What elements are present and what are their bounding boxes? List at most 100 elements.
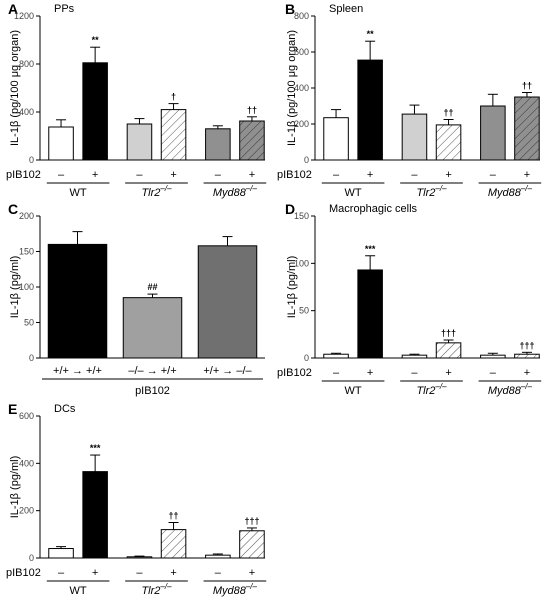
y-tick-label: 150 — [294, 211, 309, 221]
group-label: Myd88–/– — [213, 184, 258, 199]
bar — [48, 126, 74, 161]
y-tick-label: 400 — [19, 458, 34, 468]
bar — [323, 353, 349, 359]
row-label: pIB102 — [277, 169, 312, 181]
group-label: WT — [345, 385, 362, 397]
group-label-sup: –/– — [434, 382, 447, 391]
significance-label: ††† — [441, 328, 456, 338]
bar — [126, 556, 153, 559]
condition-label: – — [215, 169, 222, 181]
group-label: Tlr2–/– — [141, 184, 172, 199]
group-label: WT — [70, 585, 87, 597]
y-tick-label: 600 — [19, 411, 34, 421]
y-axis-label: IL-1β (pg/100 μg organ) — [286, 30, 298, 146]
group-label-name: Tlr2 — [416, 385, 435, 397]
bar — [401, 113, 428, 161]
panel-label: E — [8, 401, 17, 417]
significance-label: ## — [147, 282, 157, 292]
condition-label: + — [170, 169, 176, 181]
y-tick-label: 150 — [19, 247, 34, 257]
group-label-sup: –/– — [520, 382, 533, 391]
condition-label: – — [411, 367, 418, 379]
significance-label: ††† — [244, 516, 259, 526]
y-tick-label: 1200 — [14, 11, 34, 21]
panel-label: D — [285, 201, 295, 217]
significance-label: †† — [522, 81, 532, 91]
significance-label: *** — [90, 443, 101, 453]
significance-label: ** — [92, 35, 100, 45]
bar — [197, 245, 258, 359]
y-tick-label: 200 — [294, 119, 309, 129]
y-tick-label: 100 — [294, 258, 309, 268]
category-label: –/– → +/+ — [128, 365, 176, 377]
y-tick-label: 50 — [299, 306, 309, 316]
chart-panel-d: D Macrophagic cells 0 50 100 150 IL-1β (pg/ml)… — [277, 201, 542, 397]
bar — [82, 471, 108, 559]
bar — [126, 123, 153, 161]
condition-label: + — [92, 169, 98, 181]
panel-title: PPs — [54, 3, 75, 15]
condition-label: + — [170, 567, 176, 579]
bar — [122, 297, 183, 359]
y-tick-label: 200 — [19, 211, 34, 221]
condition-label: – — [411, 169, 418, 181]
group-label-name: Tlr2 — [141, 187, 160, 199]
panel-label: B — [285, 1, 295, 17]
group-label-sup: –/– — [245, 184, 258, 193]
y-tick-label: 600 — [294, 47, 309, 57]
group-label-name: WT — [345, 385, 362, 397]
group-label: Myd88–/– — [488, 184, 533, 199]
y-tick-label: 50 — [24, 318, 34, 328]
group-label-name: WT — [70, 585, 87, 597]
condition-label: – — [490, 367, 497, 379]
y-tick-label: 0 — [29, 155, 34, 165]
row-label: pIB102 — [6, 567, 41, 579]
y-axis-label: IL-1β (pg/ml) — [9, 456, 21, 519]
y-tick-label: 400 — [19, 107, 34, 117]
significance-label: †† — [247, 105, 257, 115]
group-label-sup: –/– — [159, 184, 172, 193]
group-label: Myd88–/– — [213, 582, 258, 597]
bar — [239, 120, 265, 161]
condition-label: + — [445, 169, 451, 181]
panel-title: Macrophagic cells — [329, 203, 418, 215]
y-tick-label: 0 — [29, 553, 34, 563]
condition-label: + — [367, 169, 373, 181]
group-label: WT — [345, 187, 362, 199]
bar — [82, 62, 108, 161]
group-label: Tlr2–/– — [141, 582, 172, 597]
row-label: pIB102 — [277, 367, 312, 379]
condition-label: – — [490, 169, 497, 181]
group-label-sup: –/– — [245, 582, 258, 591]
significance-label: *** — [365, 244, 376, 254]
bar — [514, 96, 540, 161]
chart-panel-a: A PPs 0 400 800 1200 IL-1β (pg/100 μg organ) **… — [6, 1, 267, 199]
bar — [357, 269, 383, 359]
significance-label: †† — [169, 511, 179, 521]
condition-label: + — [524, 169, 530, 181]
group-label-name: Myd88 — [213, 187, 247, 199]
y-tick-label: 200 — [19, 506, 34, 516]
bar — [514, 353, 540, 359]
bar — [48, 548, 74, 559]
group-label-name: Tlr2 — [141, 585, 160, 597]
category-label: +/+ → –/– — [203, 365, 252, 377]
group-label-name: Myd88 — [488, 187, 522, 199]
condition-label: + — [367, 367, 373, 379]
group-label-name: WT — [70, 187, 87, 199]
condition-label: + — [249, 169, 255, 181]
group-label: Tlr2–/– — [416, 382, 447, 397]
group-label: Myd88–/– — [488, 382, 533, 397]
bar — [357, 59, 383, 161]
y-tick-label: 0 — [304, 155, 309, 165]
bar — [323, 117, 349, 161]
bar — [480, 354, 506, 359]
significance-label: † — [171, 92, 176, 102]
category-label: +/+ → +/+ — [53, 365, 102, 377]
bar — [160, 529, 187, 559]
group-label-name: WT — [345, 187, 362, 199]
y-axis-label: IL-1β (pg/ml) — [9, 256, 21, 319]
y-tick-label: 100 — [19, 282, 34, 292]
condition-label: – — [136, 567, 143, 579]
